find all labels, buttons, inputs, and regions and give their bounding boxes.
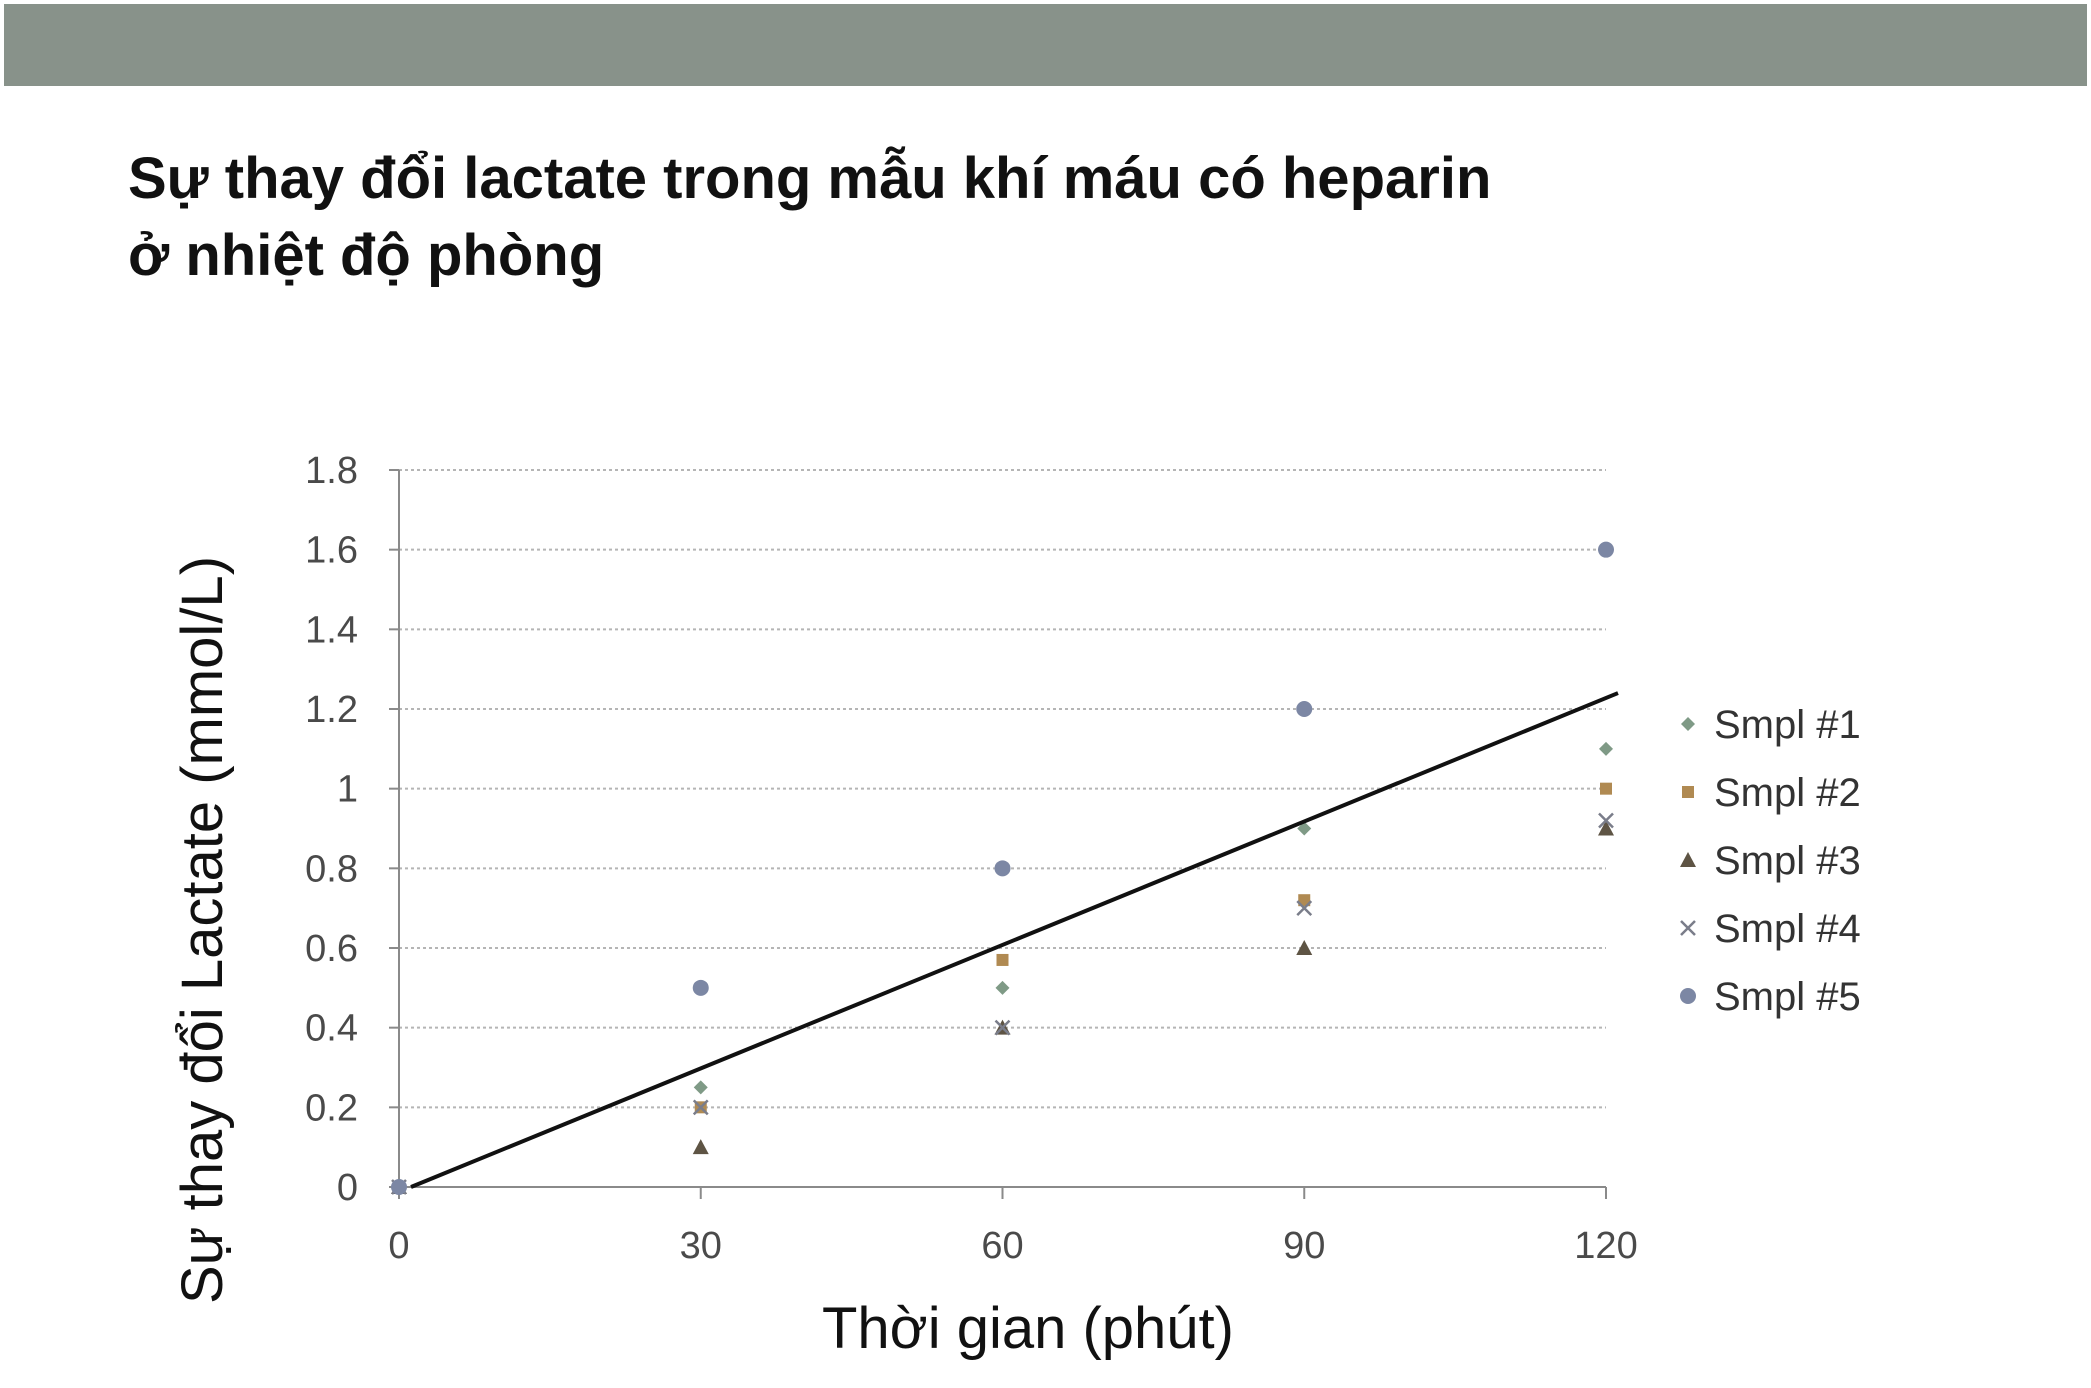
data-point-smpl-5 bbox=[692, 979, 709, 996]
data-point-smpl-2 bbox=[1600, 782, 1612, 795]
y-tick-label: 0.2 bbox=[305, 1087, 358, 1129]
data-point-smpl-2 bbox=[996, 953, 1009, 966]
legend-marker-smpl-4 bbox=[1680, 920, 1696, 936]
x-tick-label: 90 bbox=[1283, 1225, 1325, 1267]
legend-label: Smpl #5 bbox=[1714, 975, 1861, 1019]
legend-marker-smpl-1 bbox=[1681, 717, 1695, 731]
y-tick-label: 1.6 bbox=[305, 530, 358, 572]
data-point-smpl-3 bbox=[1598, 820, 1614, 836]
y-tick-label: 0.8 bbox=[305, 848, 358, 890]
data-point-smpl-2 bbox=[1298, 894, 1311, 907]
data-point-smpl-1 bbox=[693, 1080, 708, 1095]
data-point-smpl-1 bbox=[995, 980, 1010, 995]
y-tick-label: 1.8 bbox=[305, 450, 358, 492]
data-point-smpl-5 bbox=[1598, 541, 1614, 558]
x-tick-label: 30 bbox=[680, 1225, 722, 1267]
x-tick-label: 120 bbox=[1574, 1225, 1637, 1267]
legend-marker-smpl-5 bbox=[1680, 988, 1696, 1004]
y-tick-label: 1.4 bbox=[305, 609, 358, 651]
y-tick-label: 0.4 bbox=[305, 1008, 358, 1050]
y-tick-label: 1.2 bbox=[305, 689, 358, 731]
slide-title: Sự thay đổi lactate trong mẫu khí máu có… bbox=[128, 140, 1728, 294]
data-point-smpl-5 bbox=[1296, 701, 1313, 717]
x-tick-label: 60 bbox=[981, 1225, 1023, 1267]
legend-label: Smpl #1 bbox=[1714, 703, 1861, 747]
x-tick-label: 0 bbox=[388, 1225, 409, 1267]
y-tick-label: 1 bbox=[337, 769, 358, 811]
data-point-smpl-5 bbox=[994, 860, 1011, 877]
y-tick-label: 0 bbox=[337, 1167, 358, 1209]
data-point-smpl-4 bbox=[994, 1019, 1011, 1036]
legend-label: Smpl #3 bbox=[1714, 839, 1861, 883]
y-axis-title: Sự thay đổi Lactate (mmol/L) bbox=[170, 556, 235, 1304]
x-axis-title: Thời gian (phút) bbox=[822, 1296, 1234, 1361]
data-point-smpl-4 bbox=[1598, 812, 1614, 829]
header-bar bbox=[4, 4, 2087, 86]
data-point-smpl-3 bbox=[692, 1139, 709, 1155]
legend-label: Smpl #2 bbox=[1714, 771, 1861, 815]
trend-line bbox=[410, 691, 1619, 1189]
data-point-smpl-5 bbox=[391, 1179, 407, 1195]
legend-label: Smpl #4 bbox=[1714, 907, 1861, 951]
data-point-smpl-1 bbox=[1599, 741, 1613, 756]
y-tick-label: 0.6 bbox=[305, 928, 358, 970]
data-point-smpl-4 bbox=[1296, 900, 1313, 917]
legend-marker-smpl-2 bbox=[1682, 786, 1694, 798]
slide-title-line-1: Sự thay đổi lactate trong mẫu khí máu có… bbox=[128, 146, 1492, 211]
data-point-smpl-4 bbox=[692, 1099, 709, 1116]
slide-title-line-2: ở nhiệt độ phòng bbox=[128, 223, 605, 288]
legend-marker-smpl-3 bbox=[1680, 852, 1696, 867]
data-point-smpl-3 bbox=[1296, 940, 1313, 955]
